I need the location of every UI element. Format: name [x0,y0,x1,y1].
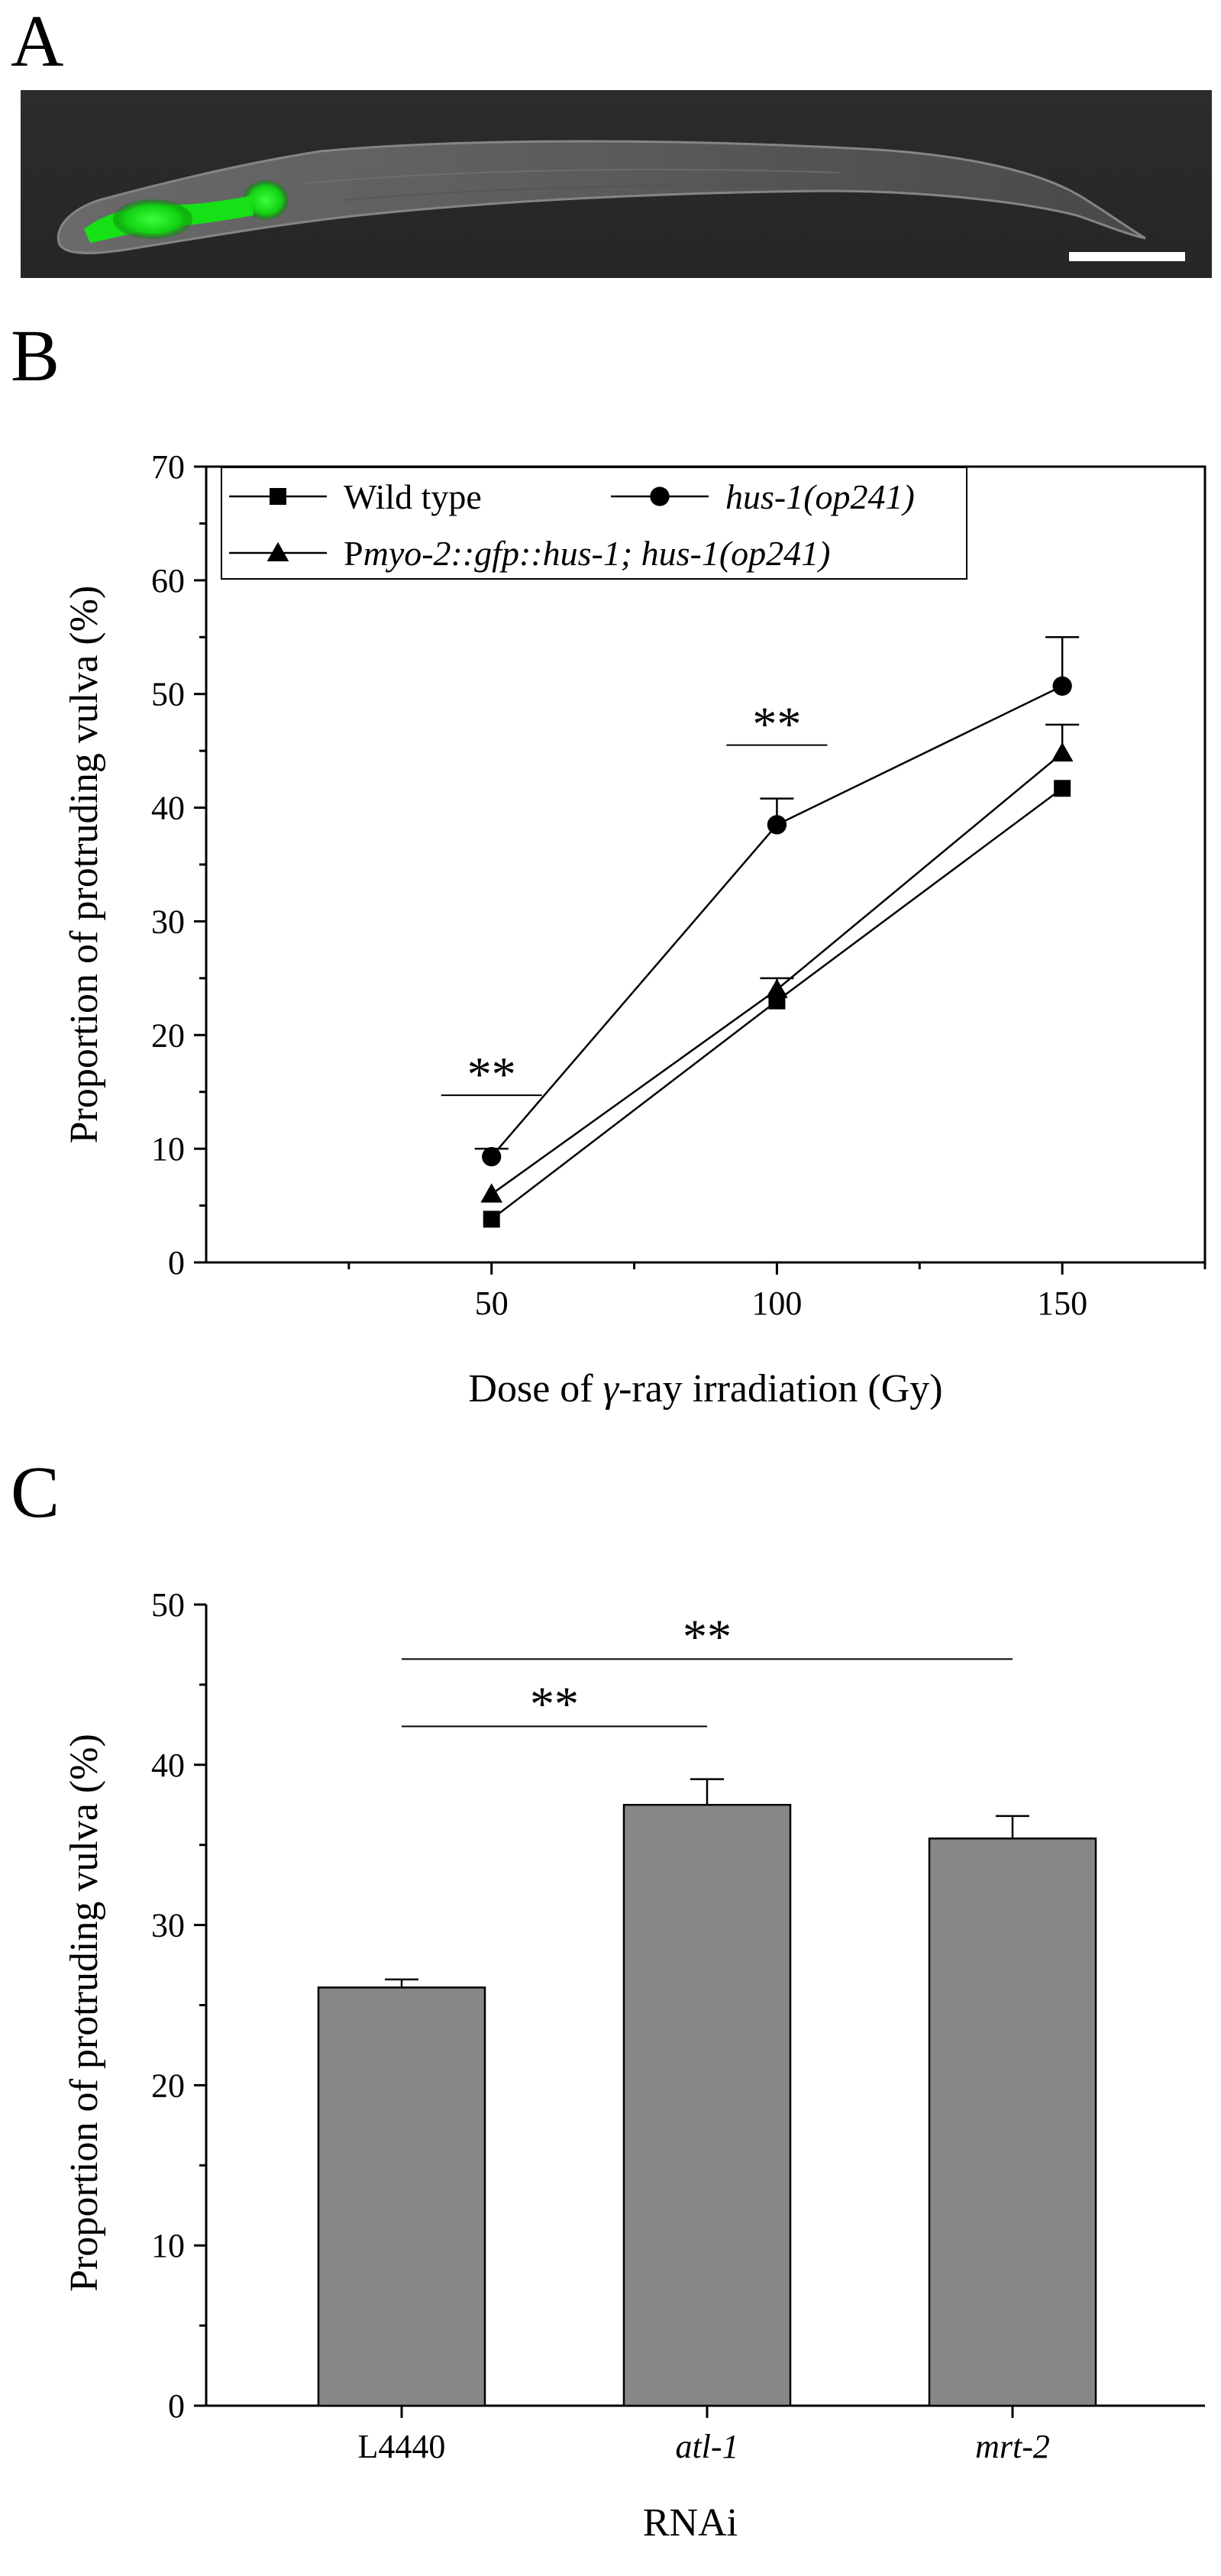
legend-label-rescue-p: P [344,534,363,573]
legend-label-wild-type: Wild type [344,477,482,516]
x-tick-label-b: 100 [751,1285,802,1322]
y-tick-label-c: 10 [151,2227,185,2264]
data-point-2 [480,1183,503,1203]
significance-label-b-0: ** [467,1047,516,1101]
x-tick-label-L4440: L4440 [358,2428,446,2465]
x-tick-label-b: 50 [475,1285,509,1322]
x-axis-title-gamma: γ [603,1367,620,1411]
bar-atl-1 [622,1804,792,2407]
panel-label-b: B [11,315,60,396]
data-point-0 [1054,780,1071,797]
y-tick-label-b: 50 [151,676,185,713]
y-tick-label-b: 30 [151,903,185,940]
y-tick-label-c: 20 [151,2067,185,2104]
panel-label-c: C [11,1451,60,1533]
data-point-1 [1052,676,1072,696]
legend-marker-rescue [266,541,289,561]
x-tick-label-atl-1: atl-1 [675,2428,738,2465]
data-point-1 [767,815,787,835]
y-tick-label-c: 0 [168,2387,185,2425]
y-tick-label-b: 0 [168,1244,185,1282]
x-tick-label-b: 150 [1037,1285,1087,1322]
data-point-0 [483,1210,500,1228]
significance-label-c-1: ** [683,1609,732,1663]
bar-L4440 [317,1986,486,2407]
data-point-2 [1051,742,1074,762]
x-axis-title-pre: Dose of [468,1367,602,1411]
y-tick-label-b: 20 [151,1017,185,1054]
y-tick-label-c: 40 [151,1747,185,1784]
legend-label-rescue-italic: myo-2::gfp::hus-1; hus-1(op241) [363,534,831,573]
legend-label-rescue: Pmyo-2::gfp::hus-1; hus-1(op241) [344,534,831,573]
y-tick-label-b: 70 [151,448,185,486]
legend-label-hus1: hus-1(op241) [725,477,915,516]
significance-label-c-0: ** [530,1676,579,1731]
x-axis-title-b: Dose of γ-ray irradiation (Gy) [468,1367,942,1411]
y-tick-label-b: 60 [151,562,185,600]
bar-mrt-2 [928,1837,1097,2407]
y-tick-label-b: 10 [151,1130,185,1168]
legend-marker-hus1 [650,486,670,506]
x-axis-title-c: RNAi [643,2501,738,2545]
y-tick-label-c: 50 [151,1586,185,1624]
panel-label-a: A [11,0,64,82]
significance-label-b-1: ** [752,697,801,751]
data-point-2 [766,978,788,998]
legend-b [221,467,967,580]
y-tick-label-c: 30 [151,1907,185,1944]
y-axis-title-b: Proportion of protruding vulva (%) [63,586,106,1144]
y-tick-label-b: 40 [151,790,185,827]
legend-marker-wild-type [270,488,286,505]
data-point-1 [482,1146,502,1167]
x-axis-title-post: -ray irradiation (Gy) [619,1367,942,1411]
y-axis-title-c: Proportion of protruding vulva (%) [63,1734,106,2292]
x-tick-label-mrt-2: mrt-2 [975,2428,1050,2465]
